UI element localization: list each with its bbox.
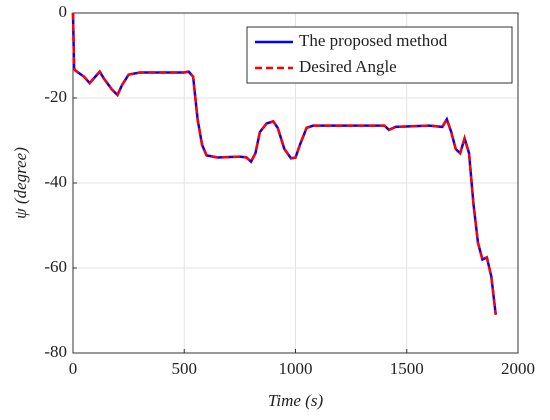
x-tick-label: 0 (69, 359, 78, 378)
legend-label: The proposed method (299, 31, 448, 50)
y-tick-label: -20 (44, 87, 67, 106)
y-tick-label: -40 (44, 172, 67, 191)
legend-label: Desired Angle (299, 57, 397, 76)
x-tick-label: 2000 (501, 359, 535, 378)
axes-box (72, 12, 519, 354)
x-axis-label: Time (s) (268, 391, 324, 410)
line-series (71, 12, 497, 315)
x-tick-label: 1500 (390, 359, 424, 378)
legend-box (246, 26, 513, 84)
y-tick-label: 0 (59, 2, 68, 21)
x-tick-label: 1000 (279, 359, 313, 378)
x-tick-label: 500 (172, 359, 198, 378)
y-tick-label: -80 (44, 342, 67, 361)
y-axis-label: ψ (degree) (11, 147, 30, 219)
y-tick-label: -60 (44, 257, 67, 276)
